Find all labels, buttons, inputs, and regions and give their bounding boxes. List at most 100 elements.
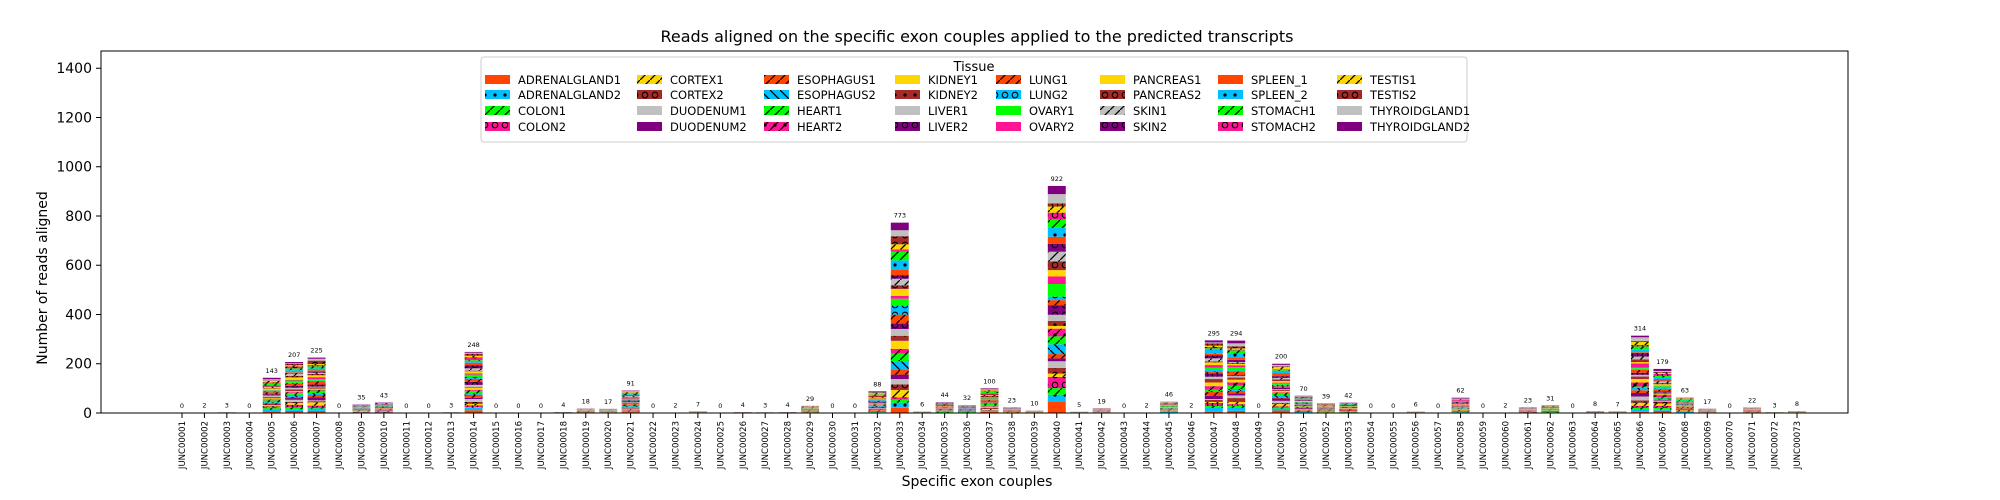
legend-swatch bbox=[485, 90, 510, 99]
bar-segment-lung1 bbox=[1227, 371, 1246, 376]
bar-segment-pancreas2 bbox=[307, 373, 326, 376]
bar-segment-cortex2 bbox=[1294, 409, 1313, 411]
data-label: 0 bbox=[1257, 402, 1261, 410]
bar-segment-colon2 bbox=[1294, 410, 1313, 412]
data-label: 143 bbox=[266, 367, 278, 375]
bar-segment-testis2 bbox=[1227, 346, 1246, 349]
x-tick-label: JUNC00069 bbox=[1703, 421, 1713, 470]
legend-item-skin1: SKIN1 bbox=[1100, 104, 1167, 118]
legend-swatch bbox=[1337, 122, 1362, 131]
data-label: 10 bbox=[1030, 400, 1038, 408]
bar-segment-esophagus2 bbox=[1451, 408, 1470, 409]
data-label: 2 bbox=[1189, 402, 1193, 410]
bar-segment-testis1 bbox=[374, 403, 393, 404]
bar-segment-spleen_2 bbox=[285, 370, 304, 373]
x-tick-label: JUNC00053 bbox=[1344, 421, 1354, 470]
x-tick-label: JUNC00048 bbox=[1232, 421, 1242, 470]
bar-segment-lung2 bbox=[868, 399, 887, 401]
bar-segment-lung1 bbox=[262, 392, 281, 395]
data-label: 44 bbox=[940, 391, 948, 399]
bar-segment-spleen_1 bbox=[935, 404, 954, 405]
y-axis: 0 200 400 600 800 1000 1200 1400 bbox=[56, 61, 101, 422]
bar-segment-ovary1 bbox=[1227, 367, 1246, 371]
bar-segment-pancreas2 bbox=[1631, 359, 1649, 363]
bar-segment-stomach1 bbox=[1631, 346, 1649, 350]
bar-segment-liver1 bbox=[1294, 404, 1313, 406]
bar-segment-colon1 bbox=[285, 407, 304, 410]
bar-segment-colon1 bbox=[464, 406, 483, 408]
bar-segment-thyroidgland1 bbox=[307, 358, 326, 361]
legend-item-kidney1: KIDNEY1 bbox=[895, 73, 978, 87]
bar-segment-stomach1 bbox=[868, 394, 887, 396]
bar-segment-heart1 bbox=[262, 400, 281, 403]
bar-segment-cortex2 bbox=[464, 401, 483, 404]
bar-segment-testis2 bbox=[1631, 341, 1649, 342]
bar-segment-colon1 bbox=[1653, 407, 1672, 410]
legend-swatch bbox=[485, 106, 510, 115]
data-label: 39 bbox=[1322, 392, 1330, 400]
bar-segment-ovary2 bbox=[1451, 404, 1470, 405]
bar-segment-pancreas1 bbox=[1272, 381, 1291, 383]
bar-segment-cortex1 bbox=[1227, 401, 1246, 405]
bar-segment-liver2 bbox=[1204, 373, 1223, 377]
bar-segment-lung1 bbox=[1204, 372, 1223, 374]
bar-segment-duodenum2 bbox=[1047, 358, 1066, 362]
bar-segment-kidney2 bbox=[1653, 393, 1672, 395]
bar-segment-pancreas1 bbox=[1047, 270, 1066, 277]
bar-segment-spleen_2 bbox=[621, 394, 640, 396]
bar-segment-heart2 bbox=[980, 403, 999, 405]
legend-label: DUODENUM1 bbox=[670, 104, 747, 118]
legend-swatch bbox=[1100, 122, 1125, 131]
legend-label: LIVER2 bbox=[928, 120, 968, 134]
bar-segment-stomach1 bbox=[285, 368, 304, 371]
x-tick-label: JUNC00008 bbox=[335, 421, 345, 470]
x-tick-label: JUNC00034 bbox=[918, 421, 928, 470]
bar-segment-testis2 bbox=[1047, 203, 1066, 207]
legend-item-spleen_2: SPLEEN_2 bbox=[1218, 88, 1308, 102]
bar-segment-skin1 bbox=[464, 368, 483, 371]
x-tick-label: JUNC00015 bbox=[492, 421, 502, 470]
y-axis-label: Number of reads aligned bbox=[35, 191, 51, 365]
bar-segment-lung1 bbox=[980, 400, 999, 402]
bar-segment-thyroidgland1 bbox=[890, 230, 909, 237]
data-label: 225 bbox=[310, 347, 322, 355]
bar-segment-pancreas1 bbox=[285, 377, 304, 380]
legend-swatch bbox=[996, 122, 1021, 131]
x-tick-label: JUNC00031 bbox=[851, 421, 861, 470]
y-tick-label: 400 bbox=[65, 307, 92, 323]
x-tick-label: JUNC00054 bbox=[1367, 421, 1377, 470]
legend-label: PANCREAS2 bbox=[1133, 88, 1201, 102]
bar-segment-esophagus2 bbox=[868, 405, 887, 407]
legend-swatch bbox=[485, 122, 510, 131]
legend-label: SKIN2 bbox=[1133, 120, 1167, 134]
data-label: 63 bbox=[1681, 386, 1689, 394]
legend-item-thyroidgland1: THYROIDGLAND1 bbox=[1337, 104, 1470, 118]
bar-segment-pancreas1 bbox=[890, 288, 909, 296]
x-tick-label: JUNC00001 bbox=[178, 421, 188, 470]
bar-segment-heart1 bbox=[980, 404, 999, 406]
data-label: 17 bbox=[1703, 398, 1711, 406]
bar-segment-liver2 bbox=[621, 401, 640, 403]
legend-item-cortex2: CORTEX2 bbox=[637, 88, 724, 102]
bar-segment-ovary2 bbox=[285, 379, 304, 381]
bar-segment-testis1 bbox=[1451, 399, 1470, 400]
bar-segment-liver1 bbox=[1631, 374, 1649, 377]
bar-segment-skin2 bbox=[890, 275, 909, 279]
bar-segment-ovary1 bbox=[621, 398, 640, 400]
bar-segment-lung2 bbox=[1653, 388, 1672, 390]
x-tick-label: JUNC00052 bbox=[1322, 421, 1332, 470]
bar-segment-cortex1 bbox=[1675, 410, 1694, 412]
bar-segment-cortex1 bbox=[1159, 410, 1178, 412]
bar-segment-duodenum1 bbox=[464, 399, 483, 402]
x-tick-label: JUNC00061 bbox=[1524, 421, 1534, 470]
y-tick-label: 600 bbox=[65, 258, 92, 274]
bar-segment-adrenalgland1 bbox=[1653, 410, 1672, 413]
bar-segment-duodenum2 bbox=[1272, 398, 1291, 401]
x-tick-label: JUNC00014 bbox=[470, 421, 480, 470]
legend-swatch bbox=[637, 106, 662, 115]
x-tick-label: JUNC00033 bbox=[896, 421, 906, 470]
bar-segment-colon1 bbox=[1204, 405, 1223, 408]
bar-segment-ovary1 bbox=[464, 374, 483, 378]
legend-swatch bbox=[996, 75, 1021, 84]
x-tick-label: JUNC00035 bbox=[941, 421, 951, 470]
